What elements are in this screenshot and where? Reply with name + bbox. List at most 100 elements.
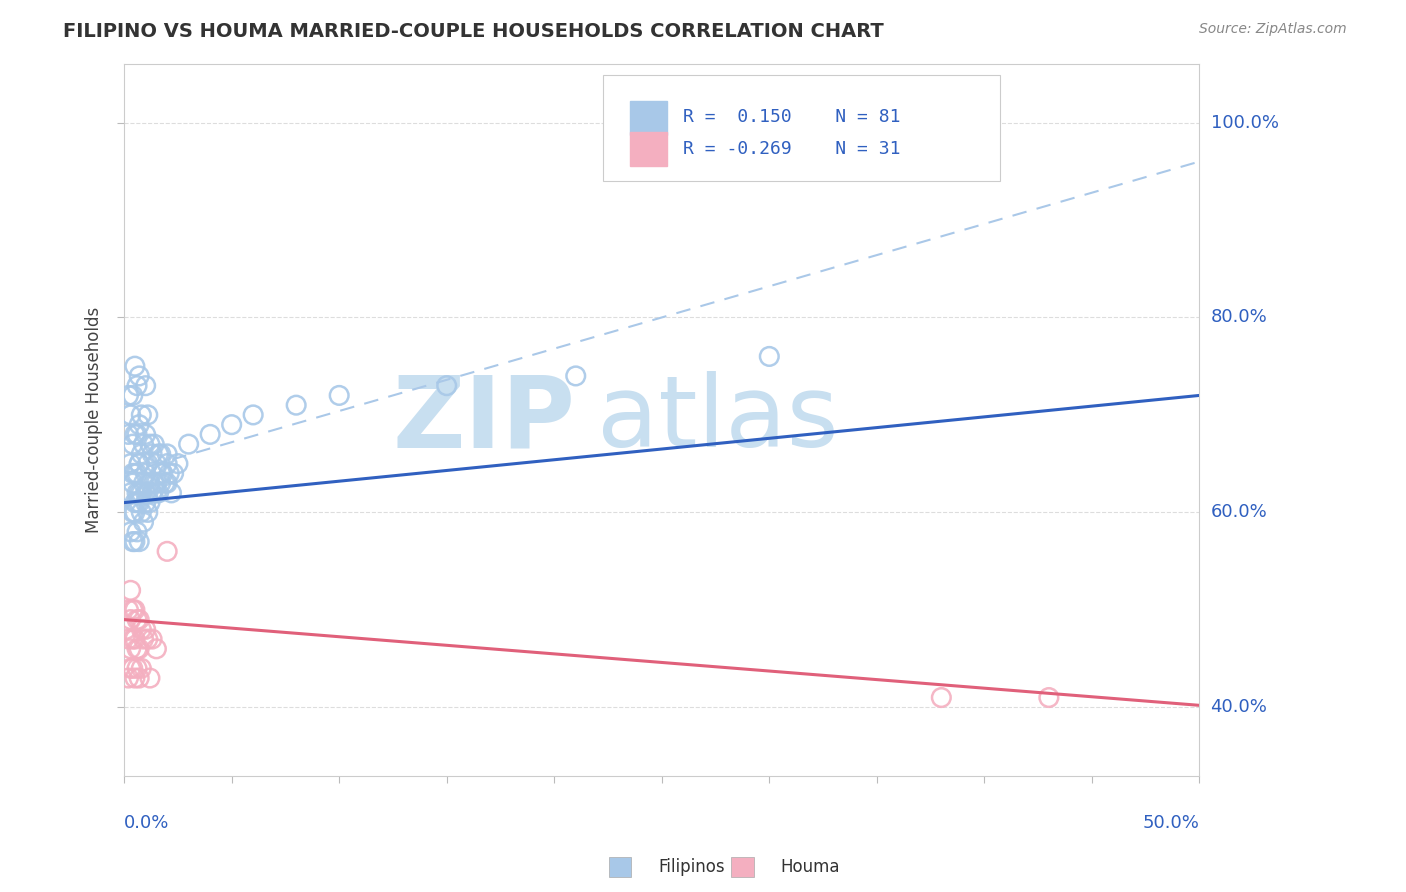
- Point: [131, 623, 153, 637]
- Point: [242, 408, 264, 422]
- Point: [132, 632, 155, 646]
- Point: [931, 690, 953, 705]
- Text: Source: ZipAtlas.com: Source: ZipAtlas.com: [1199, 22, 1347, 37]
- Point: [221, 417, 243, 432]
- Point: [125, 467, 148, 481]
- Point: [121, 603, 143, 617]
- Point: [128, 641, 150, 656]
- Text: 50.0%: 50.0%: [1143, 814, 1199, 832]
- Text: R = -0.269    N = 31: R = -0.269 N = 31: [683, 140, 901, 159]
- Point: [156, 544, 179, 558]
- Point: [564, 368, 586, 383]
- Point: [128, 457, 150, 471]
- Point: [131, 408, 153, 422]
- Point: [124, 359, 146, 374]
- Point: [125, 427, 148, 442]
- Point: [120, 641, 142, 656]
- Point: [121, 437, 143, 451]
- Point: [139, 495, 162, 509]
- Point: [124, 427, 146, 442]
- Point: [132, 476, 155, 491]
- Point: [758, 350, 780, 364]
- Point: [160, 486, 183, 500]
- Point: [156, 457, 179, 471]
- Point: [125, 486, 148, 500]
- Text: 80.0%: 80.0%: [1211, 309, 1267, 326]
- Point: [136, 632, 159, 646]
- Point: [120, 613, 142, 627]
- Point: [128, 671, 150, 685]
- Point: [120, 583, 142, 598]
- Point: [149, 447, 172, 461]
- Point: [128, 486, 150, 500]
- Point: [120, 408, 142, 422]
- Point: [128, 368, 150, 383]
- Point: [121, 476, 143, 491]
- Text: atlas: atlas: [598, 371, 839, 468]
- Point: [124, 632, 146, 646]
- Point: [139, 671, 162, 685]
- Point: [177, 437, 200, 451]
- Text: Houma: Houma: [780, 858, 839, 876]
- Point: [135, 486, 157, 500]
- Text: R =  0.150    N = 81: R = 0.150 N = 81: [683, 109, 901, 127]
- Point: [148, 486, 170, 500]
- Point: [121, 632, 143, 646]
- Point: [120, 457, 142, 471]
- Point: [125, 378, 148, 392]
- Point: [198, 427, 221, 442]
- Point: [128, 495, 150, 509]
- Point: [120, 524, 142, 539]
- Point: [128, 534, 150, 549]
- Point: [132, 515, 155, 529]
- Point: [141, 486, 163, 500]
- Point: [136, 457, 159, 471]
- Point: [157, 467, 180, 481]
- Point: [145, 641, 167, 656]
- Point: [128, 457, 150, 471]
- Bar: [630, 101, 668, 136]
- Point: [117, 427, 139, 442]
- Point: [141, 447, 163, 461]
- Point: [131, 661, 153, 675]
- Point: [145, 486, 167, 500]
- Bar: [630, 132, 668, 166]
- Text: 60.0%: 60.0%: [1211, 503, 1267, 521]
- Point: [117, 671, 139, 685]
- Text: Filipinos: Filipinos: [658, 858, 724, 876]
- Point: [135, 495, 157, 509]
- Point: [162, 467, 184, 481]
- Text: ZIP: ZIP: [392, 371, 575, 468]
- Point: [141, 486, 163, 500]
- Point: [124, 603, 146, 617]
- Point: [124, 467, 146, 481]
- Point: [124, 495, 146, 509]
- Point: [136, 486, 159, 500]
- Point: [148, 447, 170, 461]
- Point: [125, 613, 148, 627]
- Point: [152, 467, 174, 481]
- Text: 40.0%: 40.0%: [1211, 698, 1267, 716]
- Point: [143, 437, 166, 451]
- Point: [125, 495, 148, 509]
- Point: [139, 437, 162, 451]
- Point: [1038, 690, 1060, 705]
- Point: [135, 467, 157, 481]
- Point: [131, 505, 153, 519]
- Text: FILIPINO VS HOUMA MARRIED-COUPLE HOUSEHOLDS CORRELATION CHART: FILIPINO VS HOUMA MARRIED-COUPLE HOUSEHO…: [63, 22, 884, 41]
- Point: [121, 388, 143, 402]
- Point: [125, 524, 148, 539]
- Point: [124, 505, 146, 519]
- Point: [115, 623, 138, 637]
- FancyBboxPatch shape: [603, 75, 1001, 181]
- Point: [121, 505, 143, 519]
- Point: [124, 534, 146, 549]
- Point: [117, 388, 139, 402]
- Point: [128, 417, 150, 432]
- Point: [167, 457, 190, 471]
- Point: [121, 534, 143, 549]
- Point: [132, 437, 155, 451]
- Point: [156, 476, 179, 491]
- Point: [120, 661, 142, 675]
- Point: [143, 476, 166, 491]
